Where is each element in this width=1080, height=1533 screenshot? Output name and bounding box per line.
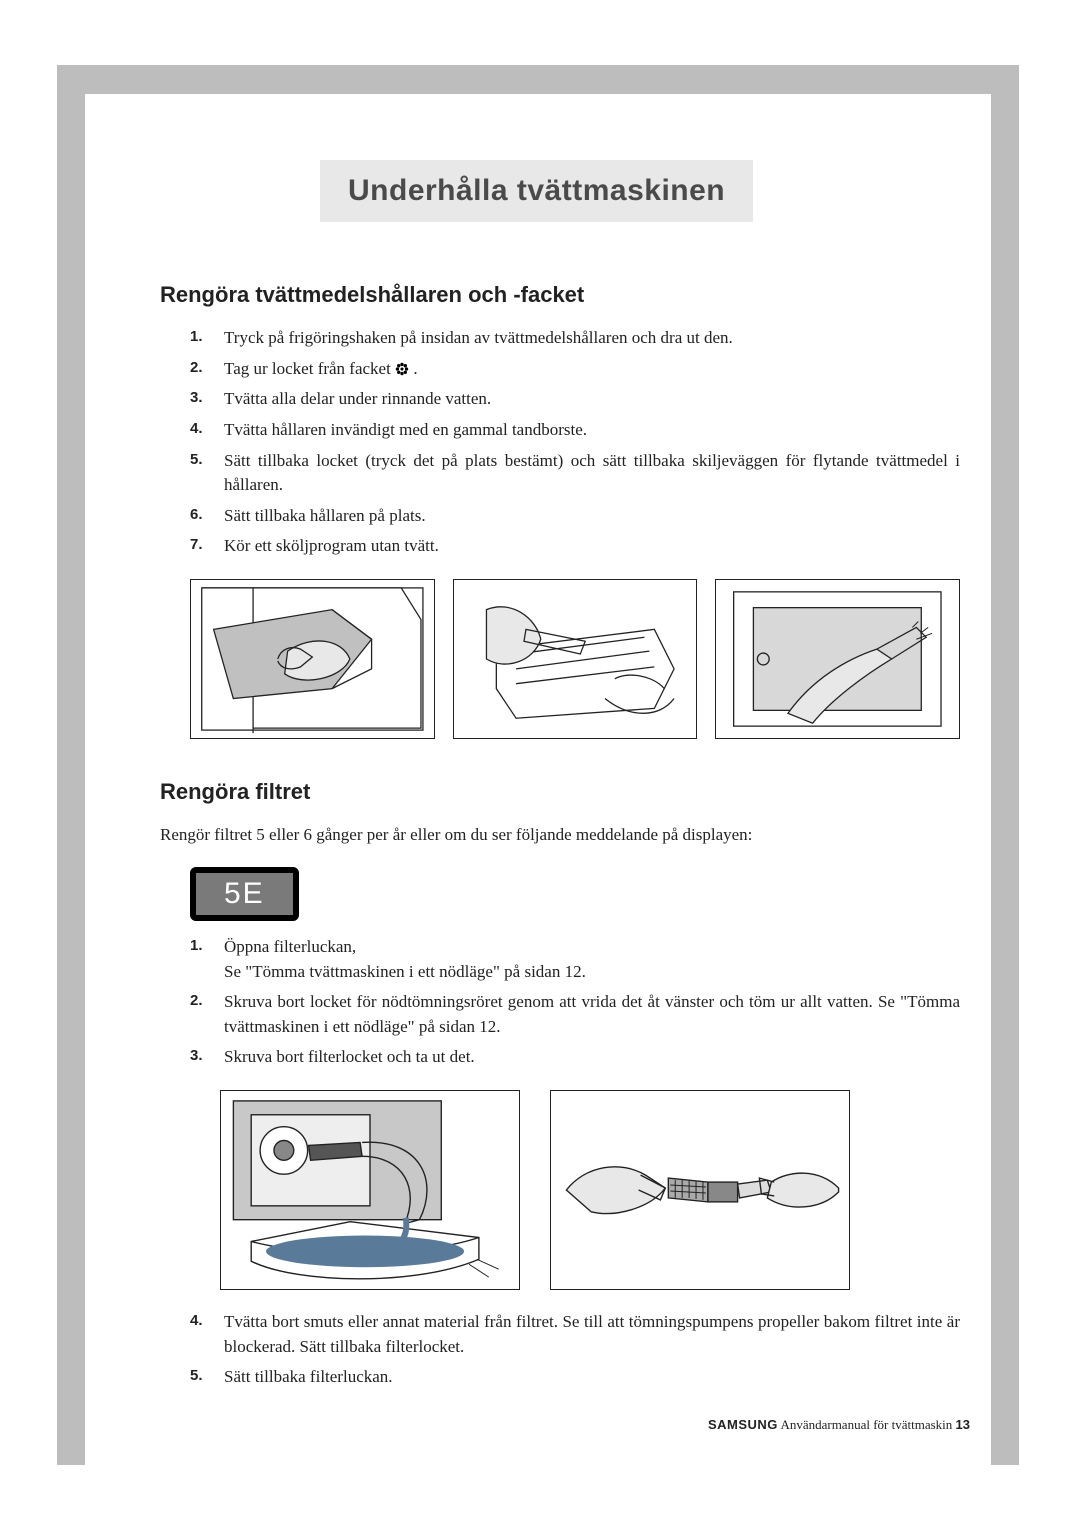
step-number: 7. xyxy=(190,534,203,556)
section1-steps: 1. Tryck på frigöringshaken på insidan av… xyxy=(190,326,960,559)
step-number: 1. xyxy=(190,326,203,348)
step-item: 4. Tvätta hållaren invändigt med en gamma… xyxy=(190,418,960,443)
step-number: 3. xyxy=(190,1045,203,1067)
compartment-icon xyxy=(395,362,409,376)
step-text: Skruva bort locket för nödtömningsröret … xyxy=(224,992,960,1036)
page-footer: SAMSUNG Användarmanual för tvättmaskin 1… xyxy=(0,1417,1080,1433)
step-text: Sätt tillbaka filterluckan. xyxy=(224,1367,393,1386)
illustration-filter-drain xyxy=(220,1090,520,1290)
illustration-drawer-remove xyxy=(190,579,435,739)
page-title: Underhålla tvättmaskinen xyxy=(348,174,725,208)
step-text: Skruva bort filterlocket och ta ut det. xyxy=(224,1047,475,1066)
page: Underhålla tvättmaskinen Rengöra tvättme… xyxy=(0,0,1080,1533)
step-text: Tvätta bort smuts eller annat material f… xyxy=(224,1312,960,1356)
step-subtext: Se "Tömma tvättmaskinen i ett nödläge" p… xyxy=(224,962,586,981)
section2-heading: Rengöra filtret xyxy=(160,779,960,805)
step-item: 1. Tryck på frigöringshaken på insidan av… xyxy=(190,326,960,351)
step-text: Tvätta alla delar under rinnande vatten. xyxy=(224,389,491,408)
step-number: 4. xyxy=(190,418,203,440)
illustration-wash-drawer xyxy=(453,579,698,739)
step-number: 6. xyxy=(190,504,203,526)
footer-text: Användarmanual för tvättmaskin xyxy=(780,1417,952,1432)
content-area: Underhålla tvättmaskinen Rengöra tvättme… xyxy=(160,160,960,1410)
step-number: 4. xyxy=(190,1310,203,1332)
illustration-clean-slot xyxy=(715,579,960,739)
step-text: Öppna filterluckan, xyxy=(224,937,356,956)
step-item: 3. Skruva bort filterlocket och ta ut det… xyxy=(190,1045,960,1070)
display-code-text: 5E xyxy=(196,873,293,915)
step-text: Tag ur locket från facket xyxy=(224,359,391,378)
step-number: 1. xyxy=(190,935,203,957)
step-number: 2. xyxy=(190,990,203,1012)
frame-bar-right xyxy=(991,65,1019,1465)
step-number: 2. xyxy=(190,357,203,379)
step-text: Tvätta hållaren invändigt med en gammal … xyxy=(224,420,587,439)
section1-illustrations xyxy=(190,579,960,739)
step-item: 4. Tvätta bort smuts eller annat material… xyxy=(190,1310,960,1359)
step-text: Sätt tillbaka hållaren på plats. xyxy=(224,506,426,525)
footer-page-number: 13 xyxy=(956,1417,970,1432)
section2-intro: Rengör filtret 5 eller 6 gånger per år e… xyxy=(160,823,960,847)
section1-heading: Rengöra tvättmedelshållaren och -facket xyxy=(160,282,960,308)
step-number: 5. xyxy=(190,1365,203,1387)
step-item: 7. Kör ett sköljprogram utan tvätt. xyxy=(190,534,960,559)
step-item: 5. Sätt tillbaka locket (tryck det på pla… xyxy=(190,449,960,498)
footer-brand: SAMSUNG xyxy=(708,1417,778,1432)
frame-bar-left xyxy=(57,65,85,1465)
step-text: Sätt tillbaka locket (tryck det på plats… xyxy=(224,451,960,495)
section2-steps-b: 4. Tvätta bort smuts eller annat material… xyxy=(190,1310,960,1390)
step-number: 5. xyxy=(190,449,203,471)
step-item: 1. Öppna filterluckan, Se "Tömma tvättma… xyxy=(190,935,960,984)
step-item: 2. Skruva bort locket för nödtömningsröre… xyxy=(190,990,960,1039)
step-item: 3. Tvätta alla delar under rinnande vatte… xyxy=(190,387,960,412)
frame-bar-top xyxy=(57,65,1019,94)
step-item: 6. Sätt tillbaka hållaren på plats. xyxy=(190,504,960,529)
step-text: Tryck på frigöringshaken på insidan av t… xyxy=(224,328,733,347)
display-code-badge: 5E xyxy=(190,867,299,921)
step-text: Kör ett sköljprogram utan tvätt. xyxy=(224,536,439,555)
step-number: 3. xyxy=(190,387,203,409)
illustration-filter-clean xyxy=(550,1090,850,1290)
section2-illustrations xyxy=(220,1090,960,1290)
step-item: 5. Sätt tillbaka filterluckan. xyxy=(190,1365,960,1390)
page-title-box: Underhålla tvättmaskinen xyxy=(320,160,753,222)
section2-steps-a: 1. Öppna filterluckan, Se "Tömma tvättma… xyxy=(190,935,960,1070)
step-item: 2.Tag ur locket från facket . xyxy=(190,357,960,382)
